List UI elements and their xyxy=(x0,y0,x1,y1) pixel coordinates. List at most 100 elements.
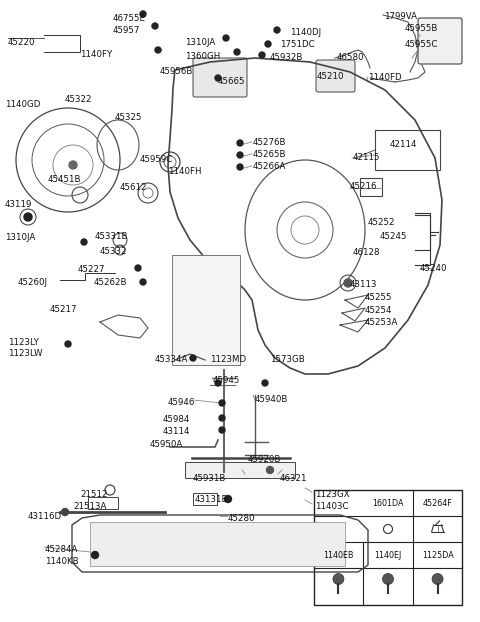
Circle shape xyxy=(344,279,352,287)
FancyBboxPatch shape xyxy=(193,58,247,97)
Circle shape xyxy=(92,552,98,559)
Text: 43131B: 43131B xyxy=(195,495,228,504)
Circle shape xyxy=(383,573,394,585)
Text: 45945: 45945 xyxy=(213,376,240,385)
Text: 45332: 45332 xyxy=(100,247,128,256)
Circle shape xyxy=(274,27,280,33)
Text: 45280: 45280 xyxy=(228,514,255,523)
Text: 1123MD: 1123MD xyxy=(210,355,246,364)
Text: 45931B: 45931B xyxy=(193,474,227,483)
Circle shape xyxy=(259,52,265,58)
Text: 45245: 45245 xyxy=(380,232,408,241)
Circle shape xyxy=(81,239,87,245)
Text: 45265B: 45265B xyxy=(253,150,287,159)
Text: 45210: 45210 xyxy=(317,72,345,81)
Text: 45255: 45255 xyxy=(365,293,393,302)
Circle shape xyxy=(219,415,225,421)
Text: 21512: 21512 xyxy=(80,490,108,499)
Text: 1140KB: 1140KB xyxy=(45,557,79,566)
Circle shape xyxy=(219,427,225,433)
Text: 1123LW: 1123LW xyxy=(8,349,43,358)
Text: 43116D: 43116D xyxy=(28,512,62,521)
Text: 46321: 46321 xyxy=(280,474,308,483)
Text: 1140FY: 1140FY xyxy=(80,50,112,59)
Bar xyxy=(88,497,118,509)
Circle shape xyxy=(234,49,240,55)
Text: 45252: 45252 xyxy=(368,218,396,227)
Circle shape xyxy=(135,265,141,271)
Text: 45665: 45665 xyxy=(218,77,245,86)
Text: 45260J: 45260J xyxy=(18,278,48,287)
Text: 43119: 43119 xyxy=(5,200,32,209)
Text: 45612: 45612 xyxy=(120,183,147,192)
Text: 1140EB: 1140EB xyxy=(323,550,354,560)
Circle shape xyxy=(65,341,71,347)
Text: 45254: 45254 xyxy=(365,306,393,315)
FancyBboxPatch shape xyxy=(418,18,462,64)
Text: 1123LY: 1123LY xyxy=(8,338,39,347)
Text: 45946: 45946 xyxy=(168,398,195,407)
Text: 45253A: 45253A xyxy=(365,318,398,327)
Text: 45955C: 45955C xyxy=(405,40,438,49)
Text: 1601DA: 1601DA xyxy=(372,498,404,508)
Circle shape xyxy=(262,380,268,386)
Circle shape xyxy=(155,47,161,53)
Circle shape xyxy=(61,509,69,516)
Circle shape xyxy=(215,75,221,81)
Text: 1573GB: 1573GB xyxy=(270,355,305,364)
Text: 46128: 46128 xyxy=(353,248,381,257)
Text: 46580: 46580 xyxy=(337,53,364,62)
Text: 45325: 45325 xyxy=(115,113,143,122)
Text: 21513A: 21513A xyxy=(73,502,107,511)
Circle shape xyxy=(215,380,221,386)
Text: 11403C: 11403C xyxy=(315,502,348,511)
Circle shape xyxy=(333,573,344,585)
Text: 1310JA: 1310JA xyxy=(5,233,35,242)
Text: 45451B: 45451B xyxy=(48,175,82,184)
Bar xyxy=(172,255,240,365)
Circle shape xyxy=(24,213,32,221)
Text: 45220: 45220 xyxy=(8,38,36,47)
Text: 43113: 43113 xyxy=(350,280,377,289)
Bar xyxy=(360,178,382,196)
Circle shape xyxy=(190,355,196,361)
Text: 1751DC: 1751DC xyxy=(280,40,314,49)
Text: 45920B: 45920B xyxy=(248,455,281,464)
Text: 1123GX: 1123GX xyxy=(315,490,349,499)
Text: 1140EJ: 1140EJ xyxy=(374,550,402,560)
Text: 45227: 45227 xyxy=(78,265,106,274)
Circle shape xyxy=(223,35,229,41)
Circle shape xyxy=(266,466,274,473)
Bar xyxy=(185,462,295,478)
Circle shape xyxy=(237,164,243,170)
Circle shape xyxy=(140,279,146,285)
Circle shape xyxy=(152,23,158,29)
Bar xyxy=(314,490,462,605)
Bar xyxy=(90,522,345,566)
Text: 43114: 43114 xyxy=(163,427,191,436)
Text: 1140FD: 1140FD xyxy=(368,73,402,82)
Text: 45264F: 45264F xyxy=(423,498,453,508)
Text: 1360GH: 1360GH xyxy=(185,52,220,61)
Text: 1140FH: 1140FH xyxy=(168,167,202,176)
Text: 45950A: 45950A xyxy=(150,440,183,449)
Text: 45266A: 45266A xyxy=(253,162,287,171)
Text: 45984: 45984 xyxy=(163,415,191,424)
Text: 42114: 42114 xyxy=(390,140,418,149)
Text: 45940B: 45940B xyxy=(255,395,288,404)
Text: 45957: 45957 xyxy=(113,26,140,35)
Text: 45956B: 45956B xyxy=(160,67,193,76)
Bar xyxy=(375,130,440,170)
Text: 45955B: 45955B xyxy=(405,24,438,33)
Text: 45276B: 45276B xyxy=(253,138,287,147)
Circle shape xyxy=(219,400,225,406)
Text: 45240: 45240 xyxy=(420,264,447,273)
Text: 45959C: 45959C xyxy=(140,155,173,164)
Text: 45262B: 45262B xyxy=(94,278,128,287)
Text: 1140DJ: 1140DJ xyxy=(290,28,321,37)
FancyBboxPatch shape xyxy=(316,60,355,92)
Text: 45217: 45217 xyxy=(50,305,77,314)
Circle shape xyxy=(69,161,77,169)
Text: 45932B: 45932B xyxy=(270,53,303,62)
Text: 45284A: 45284A xyxy=(45,545,78,554)
